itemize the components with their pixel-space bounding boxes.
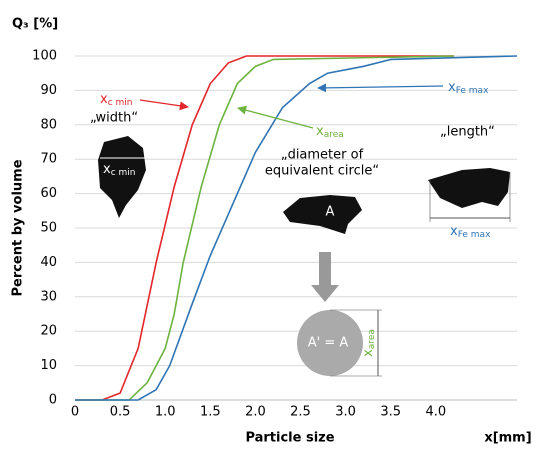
x-tick-label: 1.0 (155, 405, 176, 420)
x-tick-label: 0.5 (110, 405, 131, 420)
arrow (237, 105, 314, 129)
annotation: A (326, 205, 335, 220)
down-arrow (311, 252, 339, 302)
x-tick-label: 2.0 (245, 405, 266, 420)
series-line (75, 55, 518, 401)
y-tick-label: 0 (49, 393, 57, 408)
annotation: „width“ (90, 111, 138, 126)
y-top-label: Q₃ [%] (12, 17, 58, 32)
particle-shape (98, 136, 146, 218)
x-tick-label: 1.5 (200, 405, 221, 420)
particle-shape (283, 195, 362, 234)
series-line (75, 55, 454, 401)
x-tick-label: 4.0 (425, 405, 446, 420)
annotation: „diameter of (281, 148, 364, 163)
x-tick-label: 2.5 (290, 405, 311, 420)
arrow (317, 83, 444, 93)
grid (75, 55, 517, 401)
annotation: xarea (361, 329, 377, 357)
lines (75, 55, 518, 401)
annotation: xc min (103, 162, 135, 178)
x-tick-label: 0 (71, 405, 79, 420)
annotation: equivalent circle“ (265, 164, 379, 179)
annotation: xFe max (448, 80, 489, 96)
y-tick-label: 50 (40, 221, 57, 236)
annotation: xc min (100, 92, 132, 108)
y-axis-title: Percent by volume (11, 159, 26, 296)
x-tick-label: 3.5 (380, 405, 401, 420)
x-axis-title: Particle size (245, 431, 334, 446)
y-tick-label: 30 (40, 289, 57, 304)
y-tick-label: 100 (32, 49, 57, 64)
y-tick-label: 70 (40, 152, 57, 167)
equivalent-circle (297, 310, 363, 376)
y-tick-label: 80 (40, 117, 57, 132)
x-axis-unit: x[mm] (484, 431, 531, 446)
y-tick-label: 10 (40, 358, 57, 373)
y-tick-label: 20 (40, 324, 57, 339)
annotation: xarea (316, 124, 344, 140)
particle-shape (428, 168, 510, 208)
y-tick-label: 60 (40, 186, 57, 201)
annotation: A' = A (308, 336, 349, 351)
series-line (75, 55, 454, 401)
x-tick-label: 3.0 (335, 405, 356, 420)
y-tick-label: 90 (40, 83, 57, 98)
annotation: „length“ (440, 125, 495, 140)
y-tick-label: 40 (40, 255, 57, 270)
arrow (139, 99, 189, 111)
annotation: xFe max (450, 224, 491, 240)
